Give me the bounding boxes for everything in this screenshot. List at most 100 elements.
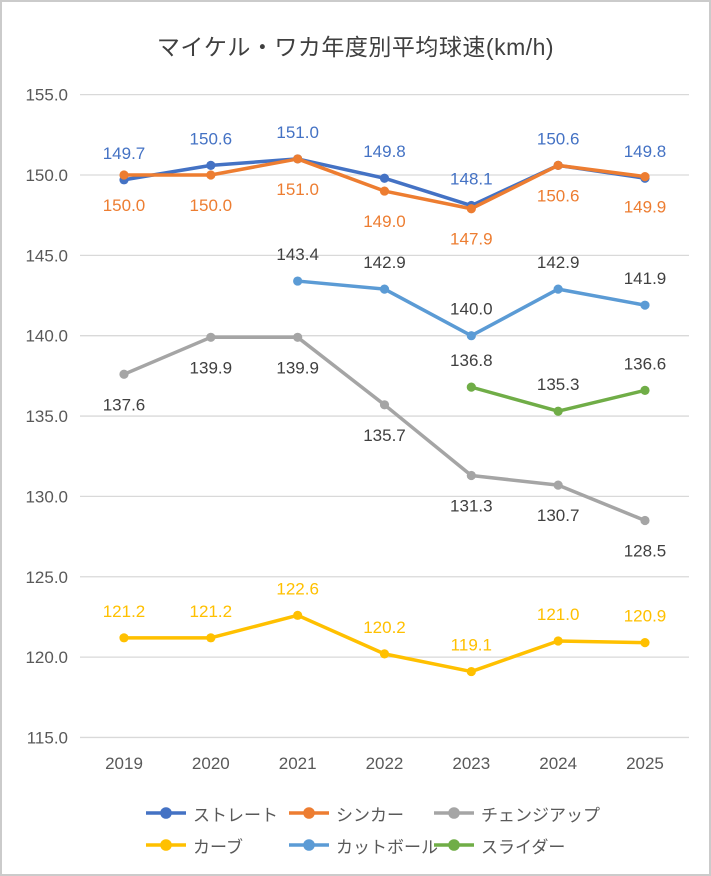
legend-item-cutter: カットボール	[288, 834, 438, 857]
series-marker-changeup	[206, 332, 216, 342]
data-label-changeup: 131.3	[450, 497, 493, 516]
data-label-curve: 121.2	[190, 602, 233, 621]
series-marker-sinker	[119, 170, 129, 180]
legend-marker-cutter	[289, 839, 329, 851]
data-label-straight: 150.6	[537, 129, 580, 148]
data-label-changeup: 130.7	[537, 506, 580, 525]
data-label-changeup: 128.5	[624, 542, 667, 561]
legend-label-slider: スライダー	[481, 837, 566, 857]
data-label-cutter: 142.9	[537, 253, 580, 272]
y-tick-label: 125.0	[25, 568, 68, 587]
data-label-sinker: 150.0	[190, 196, 233, 215]
series-marker-cutter	[553, 284, 563, 294]
legend-marker-changeup	[434, 807, 474, 819]
data-label-sinker: 150.0	[103, 196, 146, 215]
data-label-slider: 136.8	[450, 351, 493, 370]
legend-label-changeup: チェンジアップ	[481, 805, 600, 825]
legend-item-sinker: シンカー	[288, 802, 404, 825]
data-label-straight: 148.1	[450, 170, 493, 189]
data-label-changeup: 139.9	[276, 358, 319, 377]
plot-canvas: 155.0 150.0 145.0 140.0 135.0 130.0 125.0 120.0…	[25, 86, 689, 773]
legend-label-straight: ストレート	[193, 805, 278, 825]
y-tick-label: 135.0	[25, 407, 68, 426]
series-marker-curve	[206, 633, 216, 643]
series-marker-sinker	[466, 204, 476, 214]
series-marker-cutter	[293, 276, 303, 286]
series-marker-slider	[640, 385, 650, 395]
data-label-straight: 149.8	[363, 142, 406, 161]
data-label-sinker: 150.6	[537, 186, 580, 205]
legend-marker-curve	[146, 839, 186, 851]
y-tick-label: 130.0	[25, 487, 68, 506]
x-tick-label: 2023	[452, 754, 490, 773]
legend-label-cutter: カットボール	[336, 837, 438, 857]
series-marker-changeup	[119, 369, 129, 379]
series-marker-curve	[466, 666, 476, 677]
legend-item-slider: スライダー	[433, 834, 566, 857]
data-label-curve: 119.1	[451, 636, 492, 655]
series-marker-changeup	[293, 332, 303, 342]
data-label-sinker: 151.0	[276, 180, 319, 199]
series-marker-curve	[553, 636, 563, 646]
data-label-sinker: 149.9	[624, 198, 667, 217]
y-tick-label: 115.0	[27, 728, 68, 747]
x-tick-label: 2021	[279, 754, 317, 773]
data-label-cutter: 140.0	[450, 300, 493, 319]
series-marker-changeup	[553, 480, 563, 490]
series-marker-sinker	[206, 170, 216, 180]
x-tick-label: 2022	[366, 754, 404, 773]
data-label-curve: 120.9	[624, 607, 667, 626]
data-label-changeup: 139.9	[190, 358, 233, 377]
series-marker-curve	[293, 610, 303, 620]
series-marker-slider	[553, 406, 563, 416]
data-label-sinker: 147.9	[450, 230, 493, 249]
series-marker-slider	[466, 382, 476, 392]
legend-label-curve: カーブ	[193, 837, 243, 857]
x-tick-label: 2020	[192, 754, 230, 773]
data-label-curve: 122.6	[276, 579, 319, 598]
series-marker-curve	[379, 649, 390, 659]
data-label-straight: 149.7	[103, 144, 146, 163]
legend-item-curve: カーブ	[145, 834, 243, 857]
series-marker-changeup	[379, 400, 390, 410]
series-marker-curve	[119, 633, 129, 643]
series-marker-sinker	[379, 186, 390, 196]
data-label-straight: 149.8	[624, 142, 667, 161]
legend-label-sinker: シンカー	[336, 805, 404, 825]
data-label-curve: 120.2	[363, 618, 406, 637]
legend-marker-slider	[434, 839, 474, 851]
series-marker-curve	[640, 638, 650, 648]
data-label-straight: 151.0	[276, 123, 319, 142]
y-tick-label: 120.0	[25, 648, 68, 667]
data-label-straight: 150.6	[190, 129, 233, 148]
legend-marker-sinker	[289, 807, 329, 819]
legend-marker-straight	[146, 807, 186, 819]
series-marker-cutter	[466, 331, 476, 341]
series-marker-sinker	[553, 160, 563, 170]
series-marker-changeup	[640, 515, 650, 526]
series-marker-cutter	[640, 300, 650, 310]
x-tick-label: 2025	[626, 754, 664, 773]
series-marker-sinker	[640, 172, 650, 182]
x-tick-label: 2024	[539, 754, 577, 773]
data-label-curve: 121.2	[103, 602, 146, 621]
data-label-cutter: 142.9	[363, 253, 406, 272]
legend-item-changeup: チェンジアップ	[433, 802, 600, 825]
data-label-curve: 121.0	[537, 605, 580, 624]
y-tick-label: 155.0	[25, 86, 68, 105]
data-label-changeup: 135.7	[363, 426, 406, 445]
series-marker-straight	[379, 173, 390, 183]
series-marker-sinker	[293, 154, 303, 164]
y-tick-label: 140.0	[25, 327, 68, 346]
data-label-slider: 136.6	[624, 354, 667, 373]
data-label-cutter: 141.9	[624, 269, 667, 288]
series-marker-changeup	[466, 470, 476, 481]
data-label-slider: 135.3	[537, 375, 580, 394]
x-tick-label: 2019	[105, 754, 143, 773]
data-label-sinker: 149.0	[363, 212, 406, 231]
legend-item-straight: ストレート	[145, 802, 278, 825]
chart-title: マイケル・ワカ年度別平均球速(km/h)	[156, 34, 555, 60]
y-tick-label: 145.0	[25, 246, 68, 265]
data-label-cutter: 143.4	[276, 245, 319, 264]
